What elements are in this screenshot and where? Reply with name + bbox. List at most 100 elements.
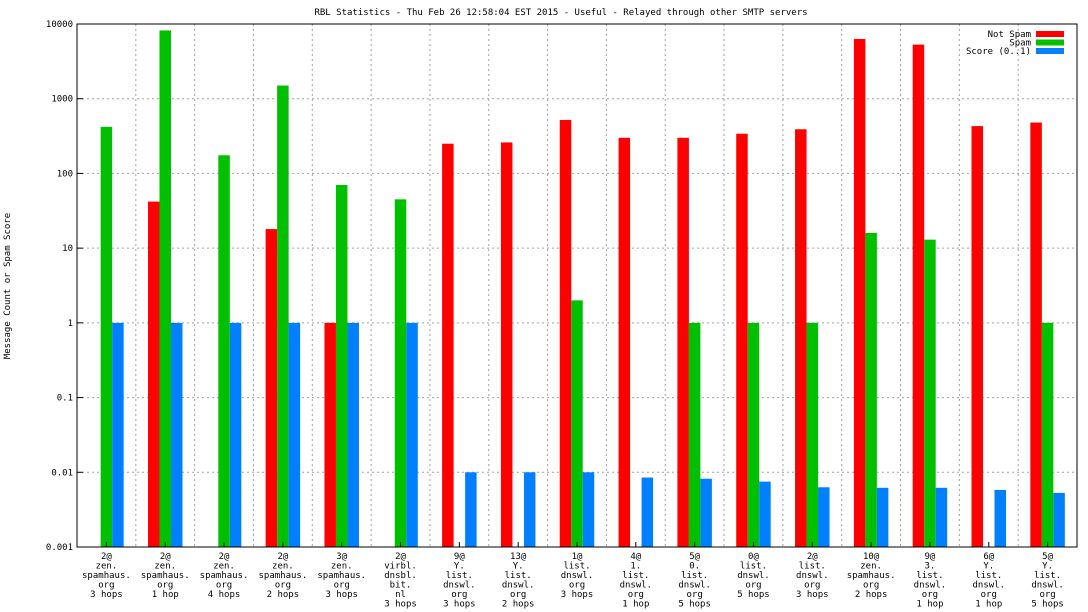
bar-score-0-1 [229, 322, 242, 547]
bar-not-spam [795, 129, 807, 547]
x-tick-label: 3 hops [796, 590, 829, 600]
x-tick-label: bit. [390, 581, 412, 591]
bar-not-spam [442, 143, 454, 547]
bar-spam [806, 322, 819, 547]
x-tick-label: dnswl. [678, 581, 711, 591]
x-tick-label: virbl. [384, 562, 417, 572]
bar-spam [1041, 322, 1054, 547]
x-tick-label: 2 hops [855, 590, 888, 600]
x-tick-label: list. [916, 571, 943, 581]
x-tick-label: spamhaus. [141, 571, 190, 581]
legend-label: Not Spam [988, 30, 1031, 40]
x-tick-label: 0. [689, 562, 700, 572]
bar-spam [394, 199, 407, 547]
x-tick-label: 1 hop [975, 600, 1002, 610]
bar-not-spam [912, 44, 925, 548]
legend-swatch [1036, 48, 1064, 54]
x-tick-label: 5 hops [1031, 600, 1064, 610]
bar-not-spam [147, 201, 160, 548]
x-tick-label: Y. [513, 562, 524, 572]
legend-swatch [1036, 39, 1064, 46]
x-tick-label: zen. [96, 562, 118, 572]
x-tick-label: zen. [272, 562, 294, 572]
x-tick-label: 5 hops [737, 590, 770, 600]
bar-not-spam [971, 126, 984, 547]
bar-score-0-1 [523, 472, 536, 547]
x-tick-label: 2@ [277, 552, 288, 562]
x-tick-label: dnswl. [914, 581, 947, 591]
x-tick-label: org [157, 581, 173, 591]
bar-spam [218, 155, 230, 548]
bar-not-spam [736, 133, 748, 548]
bar-spam [335, 185, 348, 547]
x-tick-label: 3 hops [325, 590, 358, 600]
x-tick-label: 5@ [689, 552, 700, 562]
x-tick-label: 0@ [748, 552, 759, 562]
x-tick-label: org [216, 581, 232, 591]
x-tick-label: spamhaus. [317, 571, 366, 581]
chart-title: RBL Statistics - Thu Feb 26 12:58:04 EST… [314, 8, 807, 18]
bar-not-spam [265, 229, 278, 547]
bar-not-spam [853, 38, 866, 547]
x-tick-label: 3 hops [90, 590, 123, 600]
x-tick-label: 2@ [395, 552, 406, 562]
x-tick-label: 1 hop [622, 600, 649, 610]
x-tick-label: org [922, 590, 938, 600]
x-tick-label: 3@ [336, 552, 347, 562]
y-tick-label: 0.01 [51, 468, 73, 478]
x-tick-label: 9@ [925, 552, 936, 562]
x-tick-label: list. [740, 562, 767, 572]
x-tick-label: org [334, 581, 350, 591]
x-tick-label: 3. [925, 562, 936, 572]
bar-score-0-1 [170, 322, 183, 547]
bar-score-0-1 [759, 481, 771, 547]
x-tick-label: list. [975, 571, 1002, 581]
x-tick-label: 2 hops [267, 590, 300, 600]
bar-not-spam [324, 322, 336, 547]
grid-lines [77, 24, 1077, 547]
bar-score-0-1 [994, 489, 1007, 547]
x-tick-label: zen. [331, 562, 353, 572]
x-tick-label: dnsbl. [384, 571, 417, 581]
y-tick-label: 1000 [51, 95, 73, 105]
x-tick-label: org [275, 581, 291, 591]
bar-score-0-1 [700, 478, 712, 547]
x-tick-label: 2@ [807, 552, 818, 562]
x-tick-label: org [745, 581, 761, 591]
x-tick-label: Y. [454, 562, 465, 572]
x-tick-label: dnswl. [561, 571, 594, 581]
bar-spam [100, 126, 113, 547]
bar-score-0-1 [347, 322, 359, 547]
bar-score-0-1 [1053, 492, 1065, 547]
x-tick-label: 2@ [219, 552, 230, 562]
x-tick-label: 3 hops [384, 600, 417, 610]
x-tick-label: zen. [213, 562, 235, 572]
x-tick-label: list. [1034, 571, 1061, 581]
bar-not-spam [500, 142, 513, 547]
x-tick-label: 1 hop [916, 600, 943, 610]
y-tick-label: 10 [62, 244, 73, 254]
legend-swatch [1036, 31, 1064, 37]
x-tick-label: spamhaus. [200, 571, 249, 581]
x-tick-label: list. [681, 571, 708, 581]
legend-label: Score (0..1) [966, 47, 1031, 57]
x-tick-label: zen. [860, 562, 882, 572]
x-tick-label: 5@ [1042, 552, 1053, 562]
x-tick-label: org [687, 590, 703, 600]
x-tick-label: 3 hops [561, 590, 594, 600]
x-tick-label: org [863, 581, 879, 591]
x-tick-label: list. [622, 571, 649, 581]
y-tick-label: 1 [68, 319, 73, 329]
bar-score-0-1 [288, 322, 301, 547]
x-tick-label: 4 hops [208, 590, 241, 600]
bar-spam [159, 30, 171, 548]
x-tick-label: org [569, 581, 585, 591]
x-tick-label: dnswl. [620, 581, 653, 591]
bar-score-0-1 [465, 472, 477, 547]
x-tick-label: org [98, 581, 114, 591]
x-tick-label: org [1039, 590, 1055, 600]
x-tick-label: org [628, 590, 644, 600]
x-tick-label: list. [505, 571, 532, 581]
